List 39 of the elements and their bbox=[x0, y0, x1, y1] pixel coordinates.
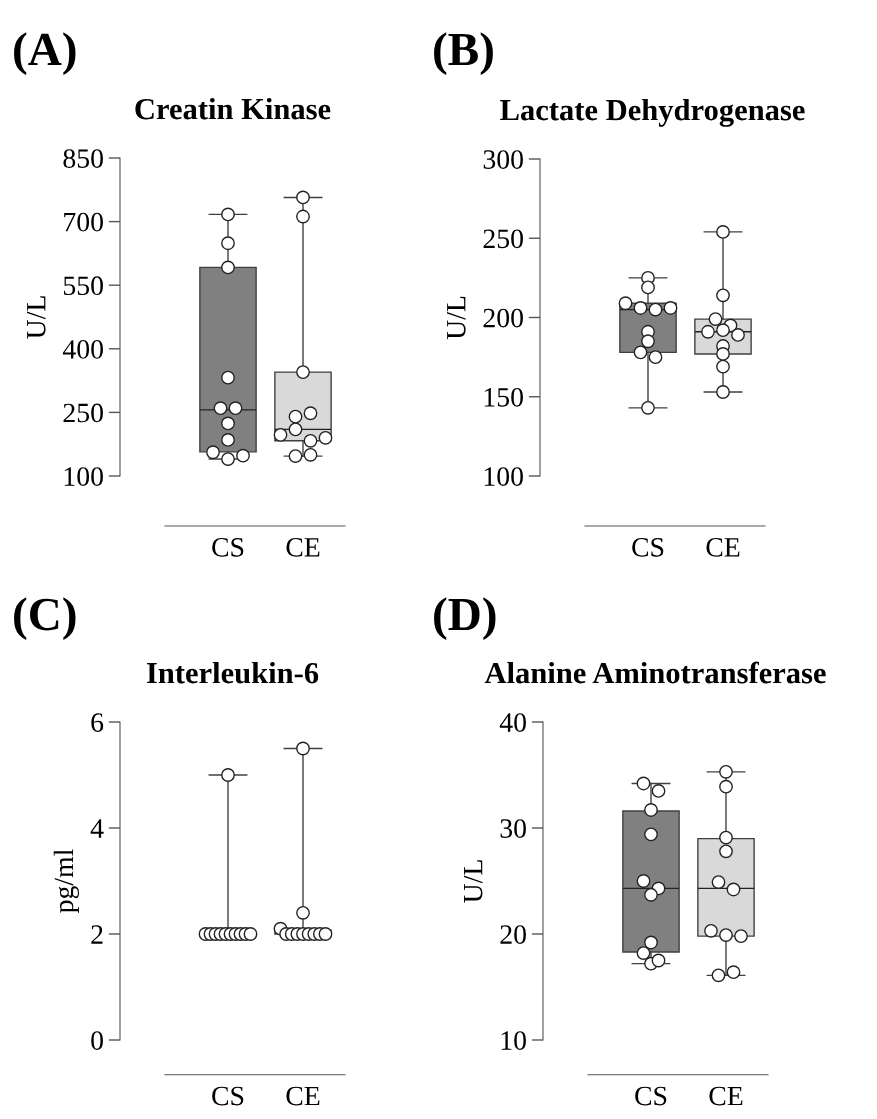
x-tick-label: CE bbox=[286, 1086, 320, 1106]
chart-title: Alanine Aminotransferase bbox=[484, 661, 826, 684]
x-tick-label: CE bbox=[709, 1086, 743, 1106]
y-tick-label: 2 bbox=[91, 925, 103, 944]
y-tick-label: 550 bbox=[63, 276, 103, 296]
x-tick-label: CE bbox=[706, 537, 740, 557]
chart-title: Creatin Kinase bbox=[135, 97, 331, 120]
y-tick-label: 200 bbox=[483, 308, 523, 328]
y-tick-label: 250 bbox=[483, 229, 523, 249]
x-tick-label: CS bbox=[635, 1086, 667, 1106]
y-axis-title: U/L bbox=[463, 860, 483, 903]
x-tick-label: CS bbox=[212, 1086, 244, 1106]
text: (C) bbox=[14, 597, 76, 640]
y-tick-label: 850 bbox=[63, 149, 103, 168]
x-tick-label: CE bbox=[286, 537, 320, 557]
y-tick-label: 0 bbox=[91, 1031, 103, 1050]
y-tick-label: 400 bbox=[62, 339, 103, 359]
y-tick-label: 10 bbox=[501, 1031, 526, 1050]
text: (D) bbox=[434, 597, 496, 640]
text: (A) bbox=[14, 32, 76, 75]
y-tick-label: 700 bbox=[64, 212, 103, 232]
y-tick-label: 150 bbox=[484, 387, 523, 407]
y-tick-label: 250 bbox=[63, 403, 103, 423]
y-axis-title: U/L bbox=[447, 296, 466, 340]
y-tick-label: 100 bbox=[64, 467, 103, 486]
y-tick-label: 20 bbox=[500, 925, 526, 944]
y-tick-label: 100 bbox=[484, 467, 523, 486]
x-tick-label: CS bbox=[212, 537, 244, 557]
y-tick-label: 40 bbox=[499, 713, 526, 732]
y-axis-title: pg/ml bbox=[53, 849, 80, 913]
y-tick-label: 30 bbox=[500, 819, 526, 838]
text: (B) bbox=[434, 32, 493, 75]
y-axis-title: U/L bbox=[27, 296, 46, 339]
x-tick-label: CS bbox=[632, 537, 664, 557]
y-tick-label: 300 bbox=[483, 150, 523, 169]
y-tick-label: 6 bbox=[91, 713, 104, 732]
y-tick-label: 4 bbox=[90, 819, 104, 838]
chart-title: Lactate Dehydrogenase bbox=[500, 98, 805, 127]
chart-title: Interleukin-6 bbox=[146, 661, 319, 684]
